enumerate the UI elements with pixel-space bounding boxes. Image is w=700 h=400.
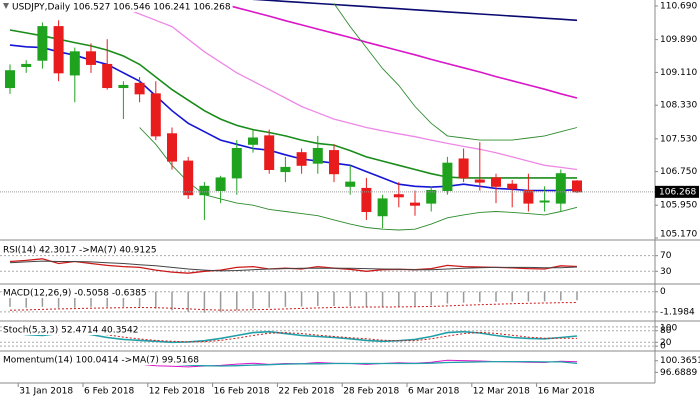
y-tick-label: 100.3651 xyxy=(660,356,700,366)
title-bg xyxy=(11,1,233,12)
x-tick-label: 12 Mar 2018 xyxy=(473,387,530,397)
y-tick-label: 20 xyxy=(660,338,672,348)
indicator-line xyxy=(9,330,578,344)
candle-body xyxy=(102,63,113,89)
candle-body xyxy=(86,51,96,65)
candle-body xyxy=(215,177,226,192)
panel-title: Momentum(14) 100.0414 ->MA(7) 99.5168 xyxy=(3,356,199,366)
candle-body xyxy=(345,181,356,187)
panel-title: MACD(12,26,9) -0.5058 -0.6385 xyxy=(3,289,147,299)
x-tick-label: 28 Feb 2018 xyxy=(343,387,399,397)
x-tick-label: 31 Jan 2018 xyxy=(19,387,73,397)
indicator-line xyxy=(9,44,578,192)
candle-body xyxy=(572,180,582,193)
y-tick-label: 96.6889 xyxy=(660,368,697,378)
candle-body xyxy=(377,198,388,217)
x-tick-label: 6 Mar 2018 xyxy=(408,387,460,397)
y-tick-label: 110.690 xyxy=(660,2,697,12)
candle-body xyxy=(312,147,323,164)
candle-body xyxy=(507,183,518,189)
indicator-line xyxy=(9,260,578,272)
title-bg xyxy=(2,244,159,255)
indicator-line xyxy=(252,0,578,22)
y-tick-label: 105.950 xyxy=(660,201,697,211)
y-tick-label: 107.530 xyxy=(660,134,697,144)
candle-body xyxy=(183,160,194,196)
candle-body xyxy=(539,200,550,203)
candle-body xyxy=(329,150,339,175)
candle-body xyxy=(523,190,534,204)
indicator-line xyxy=(9,29,577,179)
candle-body xyxy=(555,173,566,204)
title-bg xyxy=(2,324,141,335)
y-tick-label: 109.890 xyxy=(660,35,697,45)
y-tick-label: 108.330 xyxy=(660,101,697,111)
candle-body xyxy=(264,135,275,170)
y-tick-label: 70 xyxy=(660,251,672,261)
candle-body xyxy=(426,190,437,204)
candle-body xyxy=(410,202,420,206)
symbol-icon xyxy=(3,3,9,9)
indicator-line xyxy=(9,331,578,343)
y-tick-label: 100 xyxy=(660,324,677,334)
candle-body xyxy=(37,26,48,61)
x-tick-label: 12 Feb 2018 xyxy=(149,387,205,397)
y-tick-label: 109.110 xyxy=(660,68,697,78)
panel-title: Stoch(5,3,3) 52.4714 40.3542 xyxy=(3,326,138,336)
candle-body xyxy=(296,152,307,166)
title-bg xyxy=(2,287,149,298)
candle-body xyxy=(393,194,404,198)
candle-body xyxy=(150,93,161,137)
title-bg xyxy=(2,354,201,365)
y-tick-label: 0 xyxy=(660,287,666,297)
candle-body xyxy=(5,70,15,89)
indicator-line xyxy=(106,0,578,171)
candle-body xyxy=(118,84,129,89)
candle-body xyxy=(491,177,501,187)
y-tick-label: 0 xyxy=(660,342,666,352)
indicator-line xyxy=(220,2,578,99)
x-tick-label: 16 Mar 2018 xyxy=(538,387,595,397)
candle-body xyxy=(167,133,177,162)
current-price-label: 106.268 xyxy=(659,187,696,197)
y-tick-label: 106.750 xyxy=(660,167,697,177)
candle-body xyxy=(361,187,372,213)
x-tick-label: 6 Feb 2018 xyxy=(84,387,135,397)
candle-body xyxy=(442,162,453,192)
y-tick-label: 80 xyxy=(660,326,672,336)
indicator-line xyxy=(9,302,578,311)
candle-body xyxy=(458,158,469,179)
candle-body xyxy=(199,185,210,196)
candle-body xyxy=(21,63,32,68)
y-tick-label: 105.170 xyxy=(660,230,697,240)
x-tick-label: 22 Feb 2018 xyxy=(278,387,334,397)
candle-body xyxy=(280,166,291,173)
candle-body xyxy=(53,26,64,74)
candle-body xyxy=(134,82,145,95)
panel-title: RSI(14) 42.3017 ->MA(7) 40.9125 xyxy=(3,246,157,256)
indicator-line xyxy=(333,3,578,141)
x-tick-label: 16 Feb 2018 xyxy=(214,387,270,397)
current-price-box xyxy=(655,185,699,198)
candle-body xyxy=(69,51,80,76)
candle-body xyxy=(474,179,485,183)
y-tick-label: 30 xyxy=(660,267,672,277)
candle-body xyxy=(231,147,242,179)
panel-title: USDJPY,Daily 106.527 106.546 106.241 106… xyxy=(12,3,231,13)
candle-body xyxy=(248,137,258,145)
y-tick-label: -1.1984 xyxy=(660,307,695,317)
indicator-line xyxy=(139,127,578,231)
